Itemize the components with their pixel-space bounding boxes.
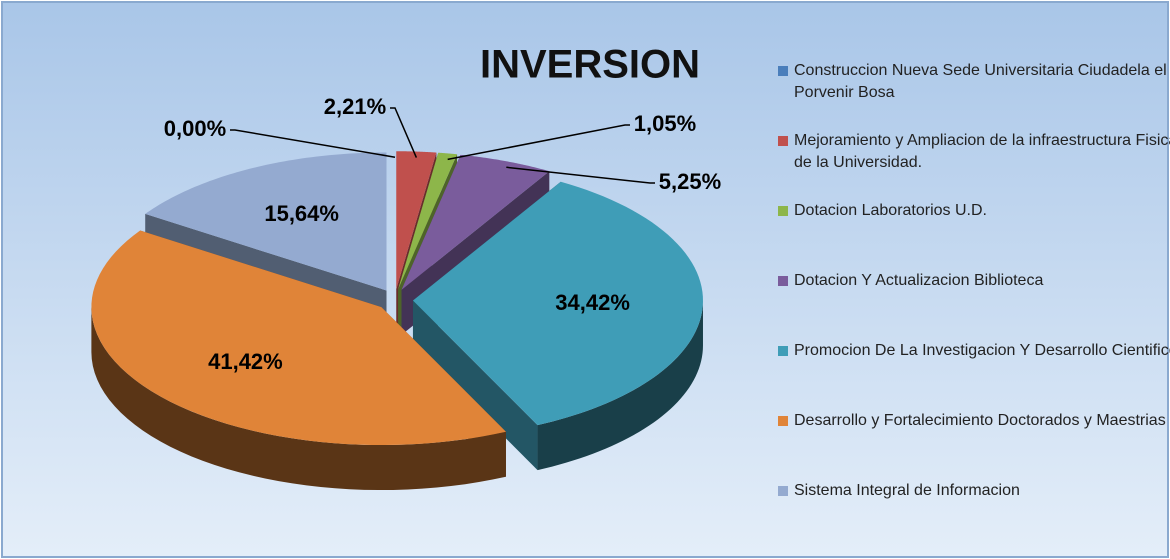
slice [412,181,703,426]
data-label: 34,42% [555,290,630,315]
legend-label: Desarrollo y Fortalecimiento Doctorados … [794,412,1166,429]
legend-swatch [778,416,788,426]
slice [396,151,437,290]
leader-line [447,124,630,161]
data-label: 41,42% [208,349,283,374]
legend-label: Dotacion Y Actualizacion Biblioteca [794,272,1044,289]
legend-swatch [778,346,788,356]
legend-label: Promocion De La Investigacion Y Desarrol… [794,342,1170,359]
legend-label: Construccion Nueva Sede Universitaria Ci… [794,62,1167,101]
legend-swatch [778,66,788,76]
legend-swatch [778,276,788,286]
slice [401,154,550,290]
legend-item: Dotacion Laboratorios U.D. [778,200,1170,222]
legend-swatch [778,136,788,146]
legend-label: Dotacion Laboratorios U.D. [794,202,987,219]
leader-line [230,129,396,158]
legend-item: Promocion De La Investigacion Y Desarrol… [778,340,1170,362]
legend-swatch [778,206,788,216]
leader-line [390,107,418,158]
chart-title: INVERSION [480,43,700,87]
legend-label: Mejoramiento y Ampliacion de la infraest… [794,132,1170,171]
data-label: 5,25% [659,169,721,194]
legend-item: Desarrollo y Fortalecimiento Doctorados … [778,410,1170,432]
slice [91,230,506,446]
slice-side [412,300,538,471]
leader-line [506,166,655,184]
legend-item: Sistema Integral de Informacion [778,480,1170,502]
slice [398,152,458,290]
legend-swatch [778,486,788,496]
slice [145,152,387,291]
data-label: 15,64% [264,201,339,226]
data-label: 1,05% [634,111,696,136]
slice-side [91,307,506,491]
data-label: 2,21% [324,94,386,119]
slice-side [537,300,703,471]
legend-label: Sistema Integral de Informacion [794,482,1020,499]
data-label: 0,00% [164,116,226,141]
legend-item: Dotacion Y Actualizacion Biblioteca [778,270,1170,292]
legend-item: Mejoramiento y Ampliacion de la infraest… [778,130,1170,174]
legend-item: Construccion Nueva Sede Universitaria Ci… [778,60,1170,104]
